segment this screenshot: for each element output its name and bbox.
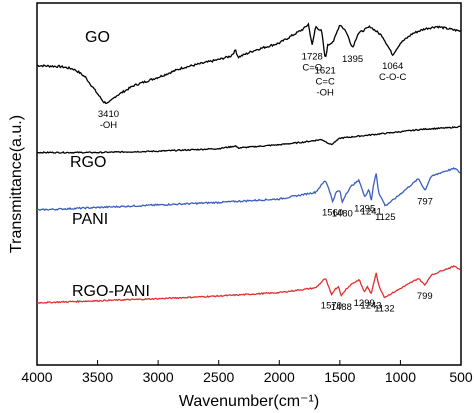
series-labels: GO RGO PANI RGO-PANI xyxy=(70,29,150,300)
peak-label-line: 1299 xyxy=(354,298,375,309)
x-tick-label-1: 3500 xyxy=(82,369,113,385)
peak-label-line: C-O-C xyxy=(379,72,407,83)
peak-label-line: -OH xyxy=(100,120,118,131)
series-label-go: GO xyxy=(85,29,110,46)
peak-label-pani-3: 1241 xyxy=(361,207,382,218)
x-axis-ticks: 4000 3500 3000 2500 2000 1500 1000 500 xyxy=(21,360,473,385)
peak-label-line: 799 xyxy=(417,291,433,302)
x-tick-label-6: 1000 xyxy=(385,369,416,385)
peak-label-pani-4: 1125 xyxy=(375,212,395,223)
peak-label-line: 3410 xyxy=(98,109,119,120)
series-label-rgo-pani: RGO-PANI xyxy=(72,283,150,300)
peak-label-line: 1125 xyxy=(375,212,395,223)
peak-label-go-4: 1395 xyxy=(342,54,363,65)
peak-label-go-3: -OH xyxy=(316,88,334,99)
series-line-rgo-pani xyxy=(36,265,461,304)
peak-label-line: 1621 xyxy=(315,66,336,77)
x-tick-label-3: 2500 xyxy=(203,369,234,385)
peak-label-pani-5: 797 xyxy=(417,197,433,208)
peak-label-line: 1295 xyxy=(354,203,375,214)
x-tick-label-4: 2000 xyxy=(264,369,295,385)
series-label-pani: PANI xyxy=(72,211,108,228)
peak-label-go-1: 1728 C=O xyxy=(302,51,323,73)
peak-label-pani-2: 1295 xyxy=(354,203,375,214)
x-tick-label-5: 1500 xyxy=(324,369,355,385)
x-tick-label-2: 3000 xyxy=(143,369,174,385)
series-line-pani xyxy=(36,167,461,212)
series-lines xyxy=(36,22,461,304)
x-axis-title: Wavenumber(cm⁻¹) xyxy=(179,393,319,410)
x-tick-label-7: 500 xyxy=(449,369,473,385)
peak-label-pani-1: 1480 xyxy=(332,208,353,219)
peak-label-rgo-pani-4: 1132 xyxy=(374,303,394,314)
peak-label-line: 1243 xyxy=(360,301,381,312)
y-axis-title: Transmittance(a.u.) xyxy=(8,115,25,253)
peak-label-line: 1064 xyxy=(382,61,403,72)
peak-label-rgo-pani-2: 1299 xyxy=(354,298,375,309)
peak-label-line: 1728 xyxy=(302,51,323,62)
series-label-rgo: RGO xyxy=(70,154,106,171)
series-line-go xyxy=(36,22,461,105)
peak-label-rgo-pani-3: 1243 xyxy=(360,301,381,312)
peak-label-go-5: 1064 C-O-C xyxy=(379,61,407,83)
peak-label-line: 797 xyxy=(417,197,433,208)
peak-label-rgo-pani-0: 1570 xyxy=(321,301,342,312)
peak-label-line: 1395 xyxy=(342,54,363,65)
peak-label-go-0: 3410 -OH xyxy=(98,109,119,131)
peak-label-pani-0: 1560 xyxy=(322,208,343,219)
peak-label-line: 1570 xyxy=(321,301,342,312)
peak-label-line: 1560 xyxy=(322,208,343,219)
peak-label-line: C=O xyxy=(302,62,322,73)
series-line-rgo xyxy=(36,125,461,154)
peak-label-line: 1488 xyxy=(331,302,352,313)
peak-label-line: 1132 xyxy=(374,303,394,314)
peak-label-go-2: 1621 C=C xyxy=(315,66,336,88)
peak-label-line: C=C xyxy=(316,77,335,88)
peak-label-rgo-pani-1: 1488 xyxy=(331,302,352,313)
peak-label-line: 1241 xyxy=(361,207,382,218)
x-tick-label-0: 4000 xyxy=(21,369,52,385)
peak-label-line: -OH xyxy=(316,88,334,99)
plot-frame xyxy=(36,2,462,366)
peak-label-rgo-pani-5: 799 xyxy=(417,291,433,302)
peak-label-line: 1480 xyxy=(332,208,353,219)
